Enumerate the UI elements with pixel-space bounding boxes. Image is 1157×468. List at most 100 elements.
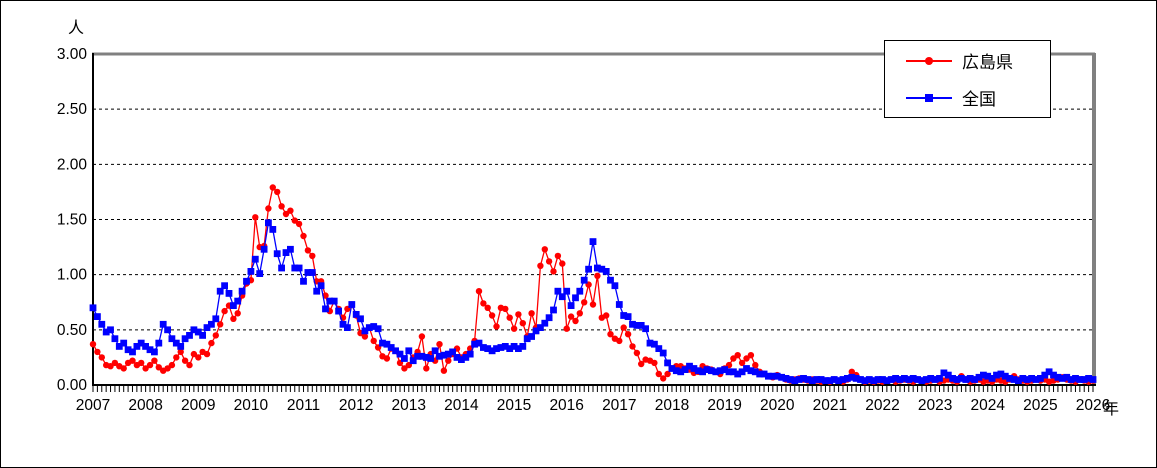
data-point-square	[826, 377, 834, 384]
data-point-square	[427, 355, 435, 362]
data-point-square	[699, 368, 706, 376]
data-point-square	[1054, 373, 1062, 381]
data-point-square	[212, 315, 220, 323]
zenkoku-line-marker-icon	[906, 93, 952, 103]
data-point-square	[1010, 376, 1018, 383]
data-point-square	[975, 373, 983, 381]
data-point-square	[651, 340, 658, 348]
data-point-square	[1001, 372, 1009, 380]
data-point-square	[510, 343, 518, 350]
data-point-square	[352, 311, 360, 318]
legend-label-hiroshima: 広島県	[962, 52, 1013, 72]
y-tick-label: 1.50	[57, 212, 88, 229]
data-point-square	[462, 354, 470, 361]
data-point-circle	[638, 360, 645, 368]
data-point-square	[164, 326, 171, 334]
data-point-square	[1028, 375, 1035, 382]
x-tick-label: 2011	[287, 397, 320, 414]
data-point-square	[304, 269, 312, 276]
x-tick-label: 2022	[865, 397, 899, 414]
y-tick-label: 2.00	[57, 156, 88, 173]
data-point-square	[848, 373, 856, 381]
data-point-circle	[252, 214, 259, 221]
data-point-square	[348, 301, 356, 308]
data-point-square	[405, 347, 413, 355]
data-point-square	[804, 376, 812, 383]
data-point-circle	[423, 365, 430, 372]
hiroshima-series-markers	[89, 184, 1097, 385]
data-point-circle	[309, 252, 316, 260]
data-point-square	[1032, 376, 1040, 383]
data-point-square	[747, 367, 755, 375]
data-point-square	[370, 323, 378, 330]
data-point-circle	[502, 305, 509, 313]
data-point-circle	[660, 375, 667, 382]
data-point-square	[668, 365, 676, 372]
data-point-square	[497, 344, 505, 351]
data-point-square	[1006, 375, 1014, 382]
data-point-square	[295, 264, 303, 272]
data-point-square	[484, 345, 492, 352]
data-point-circle	[190, 350, 198, 358]
data-point-square	[611, 282, 619, 290]
data-point-square	[1037, 375, 1044, 382]
data-point-square	[558, 293, 566, 301]
data-point-circle	[493, 323, 500, 330]
data-point-square	[506, 345, 514, 352]
data-point-circle	[747, 352, 755, 359]
data-point-square	[243, 277, 250, 285]
data-point-circle	[361, 333, 369, 340]
y-tick-label: 2.50	[57, 101, 88, 118]
data-point-circle	[155, 364, 162, 371]
data-point-square	[89, 304, 97, 312]
data-point-square	[769, 372, 777, 380]
data-point-square	[940, 369, 948, 377]
y-tick-label: 0.00	[57, 377, 88, 394]
data-point-circle	[743, 355, 750, 362]
data-point-square	[1050, 371, 1057, 379]
data-point-circle	[519, 320, 526, 327]
data-point-circle	[528, 310, 535, 317]
data-point-circle	[537, 262, 544, 269]
data-point-square	[357, 315, 364, 323]
data-point-square	[958, 375, 965, 382]
data-point-square	[317, 282, 325, 290]
legend-item-zenkoku: 全国	[885, 80, 1050, 116]
data-point-square	[265, 219, 272, 227]
data-point-square	[830, 376, 838, 383]
data-point-square	[269, 226, 277, 233]
data-point-square	[142, 343, 149, 350]
data-point-square	[1023, 376, 1031, 383]
data-point-square	[146, 346, 154, 354]
data-point-square	[642, 325, 649, 333]
data-point-square	[107, 326, 114, 334]
data-point-square	[392, 347, 399, 355]
data-point-square	[655, 345, 663, 352]
data-point-square	[379, 339, 386, 347]
data-point-circle	[664, 370, 671, 378]
data-point-circle	[195, 354, 202, 361]
x-tick-label: 2015	[497, 397, 531, 414]
data-point-square	[396, 350, 404, 358]
data-point-square	[383, 340, 391, 348]
data-point-circle	[142, 365, 149, 372]
data-point-square	[414, 352, 421, 360]
data-point-circle	[278, 203, 285, 210]
data-point-square	[532, 327, 540, 335]
data-point-circle	[203, 350, 211, 358]
data-point-circle	[629, 343, 636, 350]
data-point-square	[629, 320, 636, 328]
data-point-square	[137, 339, 145, 347]
data-point-square	[339, 320, 347, 328]
x-tick-label: 2010	[234, 397, 269, 414]
x-tick-label: 2026	[1076, 397, 1110, 414]
data-point-circle	[445, 357, 452, 364]
data-point-square	[155, 339, 163, 347]
data-point-square	[931, 376, 939, 383]
data-point-square	[703, 366, 711, 373]
data-point-square	[659, 349, 667, 357]
data-point-square	[313, 287, 321, 295]
data-point-square	[365, 324, 373, 331]
data-point-square	[936, 375, 943, 382]
